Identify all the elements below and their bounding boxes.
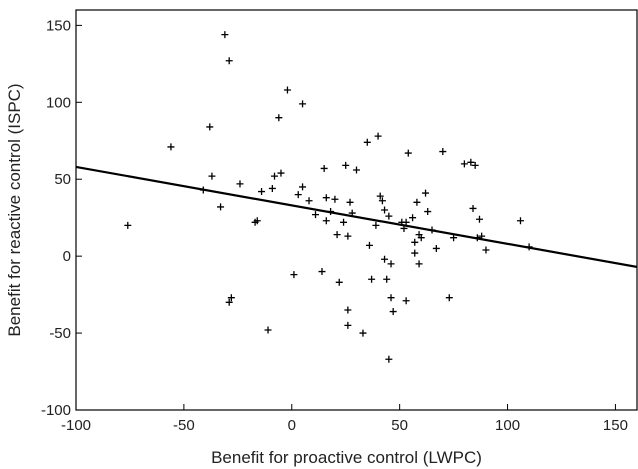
x-axis-title: Benefit for proactive control (LWPC) (211, 448, 482, 467)
y-tick-label: 150 (46, 17, 71, 34)
data-point (432, 244, 440, 252)
data-point (413, 198, 421, 206)
data-point (124, 221, 132, 229)
data-point (402, 218, 410, 226)
data-point (333, 231, 341, 239)
axis-ticks (75, 24, 616, 411)
data-point (404, 149, 412, 157)
data-point (225, 298, 233, 306)
data-point (385, 212, 393, 220)
data-point (374, 132, 382, 140)
data-point (342, 161, 350, 169)
data-point (344, 321, 352, 329)
data-point (387, 260, 395, 268)
data-point (422, 189, 430, 197)
data-point (277, 169, 285, 177)
data-point (376, 192, 384, 200)
tick-labels: -100 -50 0 50 100 150 -100 -50 0 50 100 150 (41, 17, 628, 434)
data-point (225, 57, 233, 65)
y-tick-label: 0 (63, 248, 71, 265)
data-point (206, 123, 214, 131)
data-point (299, 100, 307, 108)
data-point (467, 158, 475, 166)
x-tick-label: 0 (288, 417, 296, 434)
x-tick-label: 100 (495, 417, 520, 434)
regression-line (75, 165, 638, 269)
data-point (417, 234, 425, 242)
data-point (294, 191, 302, 199)
data-point (460, 160, 468, 168)
x-tick-label: -100 (61, 417, 91, 434)
plot-frame (75, 9, 638, 411)
data-point (471, 161, 479, 169)
data-point (221, 31, 229, 39)
data-point (322, 194, 330, 202)
data-point (344, 306, 352, 314)
data-point (335, 278, 343, 286)
data-point (268, 184, 276, 192)
data-point (275, 114, 283, 122)
data-point (365, 241, 373, 249)
data-point (381, 255, 389, 263)
data-point (383, 275, 391, 283)
data-point (312, 211, 320, 219)
data-point (346, 198, 354, 206)
data-points (124, 31, 533, 363)
data-point (385, 355, 393, 363)
y-tick-label: 100 (46, 94, 71, 111)
data-point (368, 275, 376, 283)
data-point (445, 294, 453, 302)
data-point (411, 238, 419, 246)
data-point (331, 195, 339, 203)
data-point (482, 246, 490, 254)
data-point (353, 166, 360, 174)
data-point (299, 183, 307, 191)
data-point (217, 203, 225, 211)
data-point (305, 197, 313, 205)
data-point (450, 234, 458, 242)
data-point (389, 308, 397, 316)
data-point (439, 148, 447, 156)
data-point (424, 208, 432, 216)
data-point (258, 188, 266, 196)
data-point (387, 294, 395, 302)
data-point (411, 249, 419, 257)
data-point (381, 206, 389, 214)
y-tick-label: -50 (49, 325, 71, 342)
data-point (290, 271, 298, 279)
data-point (402, 297, 410, 305)
plot-border (75, 9, 638, 411)
x-tick-label: 50 (391, 417, 408, 434)
data-point (475, 215, 483, 223)
x-tick-label: 150 (603, 417, 628, 434)
data-point (283, 86, 291, 94)
data-point (372, 221, 380, 229)
data-point (253, 217, 261, 225)
data-point (167, 143, 175, 151)
data-point (264, 326, 272, 334)
y-tick-label: 50 (54, 171, 71, 188)
data-point (322, 217, 330, 225)
y-tick-label: -100 (41, 402, 71, 419)
data-point (208, 172, 216, 180)
y-axis-title: Benefit for reactive control (ISPC) (5, 83, 24, 336)
data-point (344, 232, 352, 240)
data-point (271, 172, 279, 180)
data-point (236, 180, 244, 188)
data-point (409, 214, 417, 222)
data-point (359, 329, 367, 337)
data-point (340, 218, 348, 226)
data-point (227, 294, 235, 302)
data-point (363, 138, 371, 146)
data-point (318, 268, 326, 276)
data-point (516, 217, 524, 225)
data-point (320, 164, 328, 172)
data-point (415, 260, 423, 268)
x-tick-label: -50 (173, 417, 195, 434)
regression-line-group (75, 165, 638, 269)
data-point (469, 204, 477, 212)
data-point (378, 197, 386, 205)
